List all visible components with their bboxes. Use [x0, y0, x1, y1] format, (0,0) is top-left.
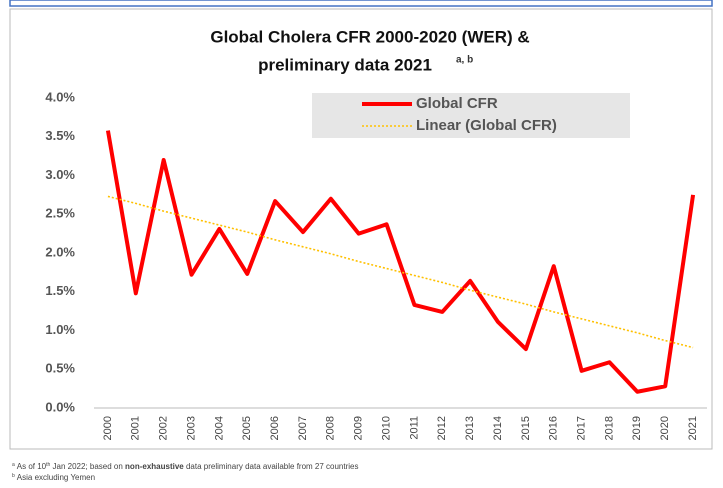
x-tick-label: 2021 — [687, 416, 699, 440]
legend-box — [312, 93, 630, 138]
x-tick-label: 2007 — [297, 416, 309, 440]
footnote-text: data preliminary data available from 27 … — [184, 462, 359, 471]
y-tick-label: 2.5% — [45, 206, 75, 221]
footnote-mark: b — [12, 473, 15, 479]
x-tick-label: 2017 — [576, 416, 588, 440]
footnote: b Asia excluding Yemen — [12, 473, 95, 482]
footnote-text: th — [46, 462, 50, 468]
y-tick-label: 1.5% — [45, 283, 75, 298]
x-tick-label: 2001 — [130, 416, 142, 440]
series-line — [105, 130, 696, 394]
x-tick-label: 2000 — [102, 416, 114, 440]
footnote: a As of 10th Jan 2022; based on non-exhau… — [12, 462, 359, 471]
x-tick-label: 2013 — [464, 416, 476, 440]
y-tick-label: 0.5% — [45, 361, 75, 376]
x-tick-label: 2005 — [241, 416, 253, 440]
chart-frame — [9, 8, 713, 450]
footnote-mark: a — [12, 462, 15, 468]
x-tick-label: 2019 — [631, 416, 643, 440]
y-tick-label: 0.0% — [45, 399, 75, 414]
x-tick-label: 2006 — [269, 416, 281, 440]
x-tick-label: 2016 — [548, 416, 560, 440]
legend-label: Linear (Global CFR) — [416, 117, 557, 134]
chart-title: preliminary data 2021 — [258, 55, 432, 74]
x-tick-label: 2015 — [520, 416, 532, 440]
legend-label: Global CFR — [416, 95, 498, 112]
footnote-text: Asia excluding Yemen — [17, 473, 95, 482]
x-tick-label: 2010 — [380, 416, 392, 440]
x-tick-label: 2011 — [408, 416, 420, 440]
footnote-text: As of 10 — [17, 462, 47, 471]
footnote-text: non-exhaustive — [125, 462, 184, 471]
y-tick-label: 4.0% — [45, 89, 75, 104]
x-tick-label: 2009 — [353, 416, 365, 440]
x-tick-label: 2008 — [325, 416, 337, 440]
x-tick-label: 2002 — [158, 416, 170, 440]
y-tick-label: 1.0% — [45, 322, 75, 337]
y-tick-label: 3.0% — [45, 167, 75, 182]
chart-title: Global Cholera CFR 2000-2020 (WER) & — [210, 27, 529, 46]
y-tick-label: 3.5% — [45, 128, 75, 143]
footnote-text: Jan 2022; based on — [50, 462, 125, 471]
y-tick-label: 2.0% — [45, 244, 75, 259]
x-tick-label: 2020 — [659, 416, 671, 440]
x-tick-label: 2003 — [185, 416, 197, 440]
x-tick-label: 2014 — [492, 416, 504, 440]
title-superscript: a, b — [456, 55, 473, 66]
x-tick-label: 2018 — [603, 416, 615, 440]
top-frame — [9, 0, 713, 7]
series-line — [107, 195, 694, 349]
x-tick-label: 2004 — [213, 416, 225, 440]
x-tick-label: 2012 — [436, 416, 448, 440]
